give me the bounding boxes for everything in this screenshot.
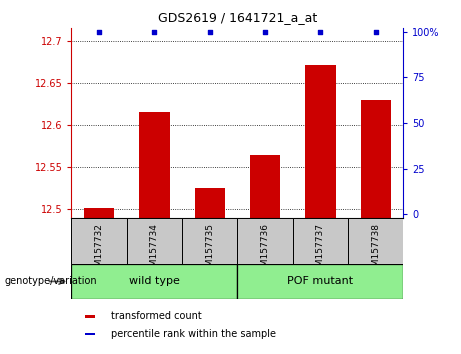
Text: POF mutant: POF mutant (287, 276, 354, 286)
Text: GSM157738: GSM157738 (371, 223, 380, 278)
Point (206, 29, 213, 35)
Title: GDS2619 / 1641721_a_at: GDS2619 / 1641721_a_at (158, 11, 317, 24)
Bar (305, 64, 336, 218)
Bar (293, 218, 348, 264)
Point (261, 29, 269, 35)
Bar (250, 155, 280, 218)
Text: wild type: wild type (129, 276, 180, 286)
Bar (348, 218, 403, 264)
Bar (84, 207, 114, 218)
Text: GSM157736: GSM157736 (260, 223, 270, 278)
Bar (71, 264, 237, 299)
Bar (237, 264, 403, 299)
Text: GSM157737: GSM157737 (316, 223, 325, 278)
Bar (195, 188, 225, 218)
Text: genotype/variation: genotype/variation (5, 276, 97, 286)
Text: GSM157734: GSM157734 (150, 223, 159, 278)
Bar (71, 218, 127, 264)
Bar (85, 333, 95, 336)
Bar (182, 218, 237, 264)
Bar (127, 218, 182, 264)
Point (317, 29, 324, 35)
Text: transformed count: transformed count (111, 311, 202, 321)
Point (151, 29, 158, 35)
Bar (85, 315, 95, 318)
Text: percentile rank within the sample: percentile rank within the sample (111, 329, 276, 339)
Text: GSM157735: GSM157735 (205, 223, 214, 278)
Bar (139, 113, 170, 218)
Point (95, 29, 103, 35)
Bar (361, 100, 391, 218)
Text: GSM157732: GSM157732 (95, 223, 104, 278)
Bar (237, 218, 293, 264)
Point (372, 29, 379, 35)
